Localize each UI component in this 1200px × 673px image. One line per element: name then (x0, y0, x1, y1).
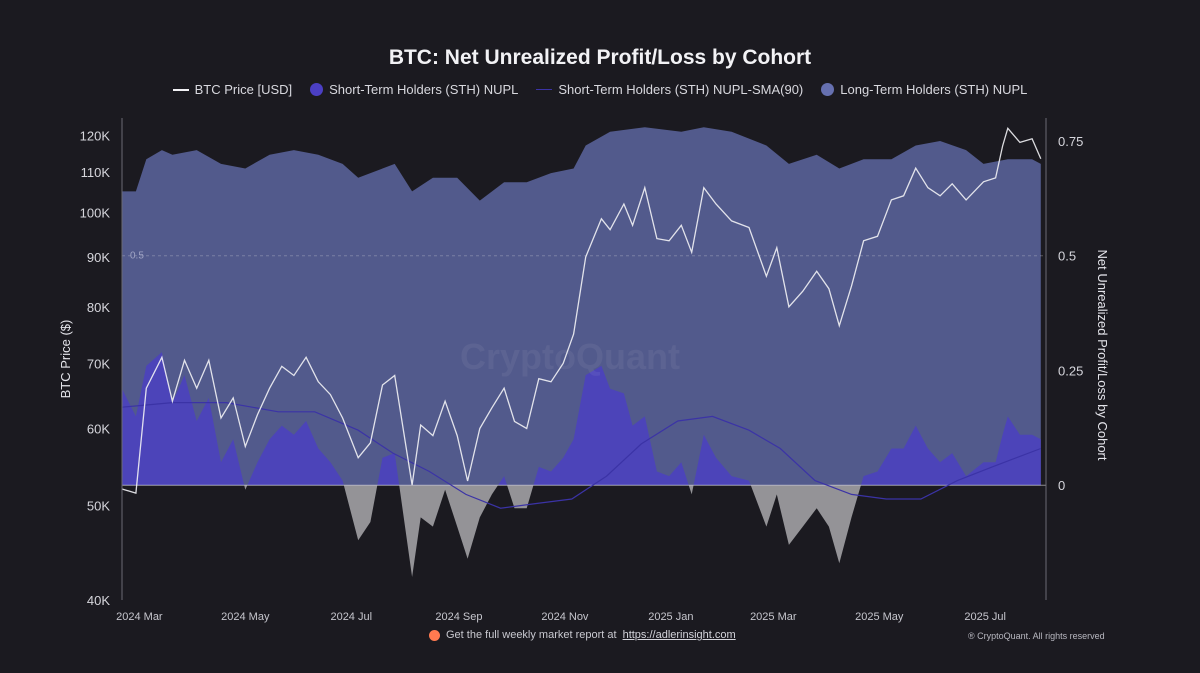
y-right-tick-label: 0.5 (1058, 249, 1076, 264)
y-left-tick-label: 110K (81, 165, 111, 180)
legend-label-lth: Long-Term Holders (STH) NUPL (840, 82, 1028, 97)
y-left-tick-label: 100K (80, 205, 111, 220)
dot-swatch-icon (310, 83, 324, 96)
x-tick-label: 2024 Mar (116, 611, 163, 623)
report-dot-icon (429, 629, 440, 641)
y-left-tick-label: 70K (87, 356, 110, 371)
line-swatch-icon (536, 89, 553, 90)
sth-sma-line (121, 402, 1042, 509)
y-right-axis-title: Net Unrealized Profit/Loss by Cohort (1095, 250, 1110, 461)
x-tick-label: 2024 May (221, 611, 270, 623)
x-tick-label: 2025 Jan (648, 611, 693, 623)
legend-item-lth[interactable]: Long-Term Holders (STH) NUPL (821, 82, 1027, 97)
copyright-text: ® CryptoQuant. All rights reserved (968, 631, 1105, 641)
x-tick-label: 2025 Mar (750, 611, 797, 623)
x-tick-label: 2024 Jul (330, 611, 372, 623)
x-tick-label: 2025 Jul (964, 611, 1006, 623)
y-left-tick-label: 60K (87, 421, 110, 436)
y-right-tick-label: 0.75 (1058, 134, 1083, 149)
watermark: CryptoQuant (460, 336, 680, 377)
y-right-tick-label: 0.25 (1058, 363, 1083, 378)
lth-nupl-area (122, 127, 1041, 486)
y-left-tick-label: 120K (80, 128, 111, 143)
btc-price-line (121, 126, 1042, 494)
y-left-tick-label: 80K (87, 300, 110, 315)
legend-label-price: BTC Price [USD] (194, 82, 293, 97)
legend-label-sth: Short-Term Holders (STH) NUPL (329, 82, 519, 97)
line-swatch-icon (172, 88, 189, 91)
dot-swatch-icon (821, 83, 835, 96)
x-tick-label: 2025 May (855, 611, 904, 623)
report-notice: Get the full weekly market report at htt… (429, 629, 736, 641)
report-text: Get the full weekly market report at (446, 629, 617, 641)
y-right-tick-label: 0 (1058, 478, 1065, 493)
sth-nupl-area-positive (122, 352, 1041, 486)
x-tick-label: 2024 Nov (541, 611, 589, 623)
y-left-tick-label: 40K (87, 593, 110, 608)
chart-title: BTC: Net Unrealized Profit/Loss by Cohor… (388, 46, 812, 69)
legend-item-sth[interactable]: Short-Term Holders (STH) NUPL (310, 82, 518, 97)
legend-item-sma[interactable]: Short-Term Holders (STH) NUPL-SMA(90) (536, 82, 803, 97)
y-left-tick-label: 90K (87, 250, 110, 265)
y-left-axis-title: BTC Price ($) (58, 320, 73, 399)
x-tick-label: 2024 Sep (435, 611, 482, 623)
legend-label-sma: Short-Term Holders (STH) NUPL-SMA(90) (558, 82, 804, 97)
sth-nupl-area-negative (244, 485, 861, 577)
reference-line-label: 0.5 (130, 251, 144, 262)
y-left-tick-label: 50K (87, 499, 110, 514)
report-link[interactable]: https://adlerinsight.com (622, 629, 736, 641)
chart-legend: BTC Price [USD] Short-Term Holders (STH)… (0, 82, 1200, 97)
legend-item-price[interactable]: BTC Price [USD] (172, 82, 293, 97)
